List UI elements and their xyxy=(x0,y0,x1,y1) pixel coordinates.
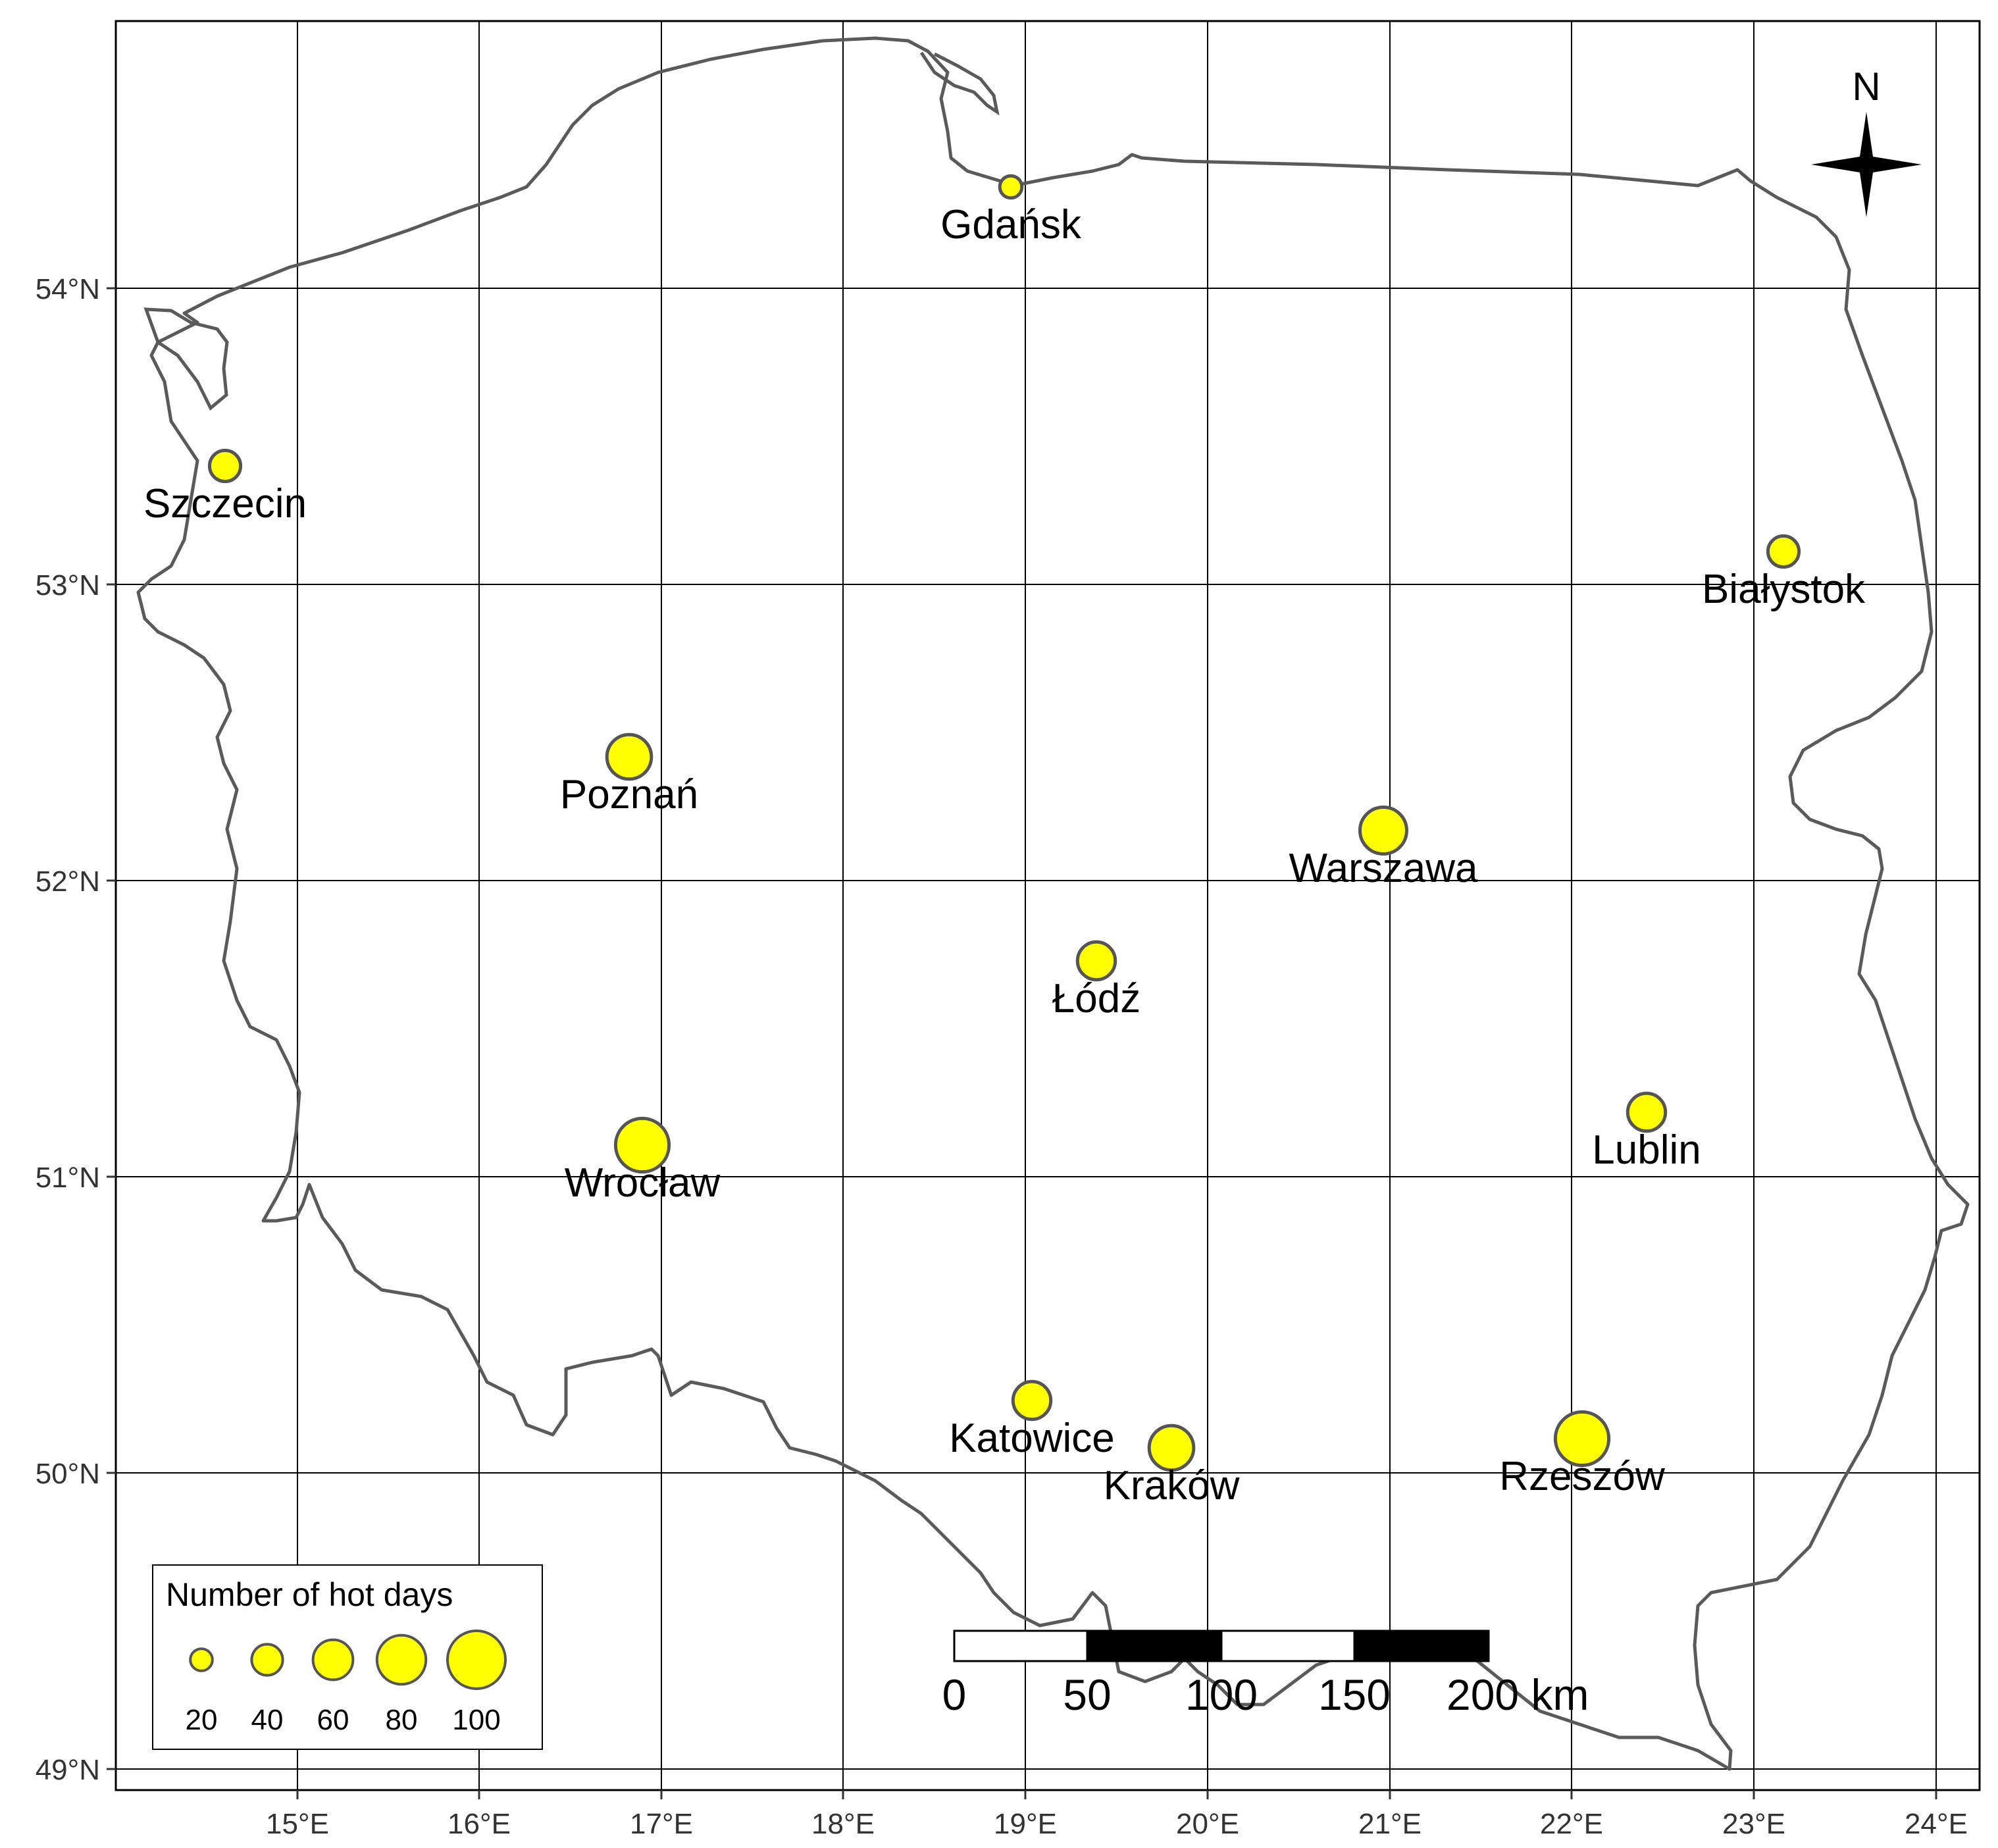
city-point xyxy=(605,732,653,781)
city-label: Rzeszów xyxy=(1499,1454,1665,1499)
legend-symbol xyxy=(189,1647,214,1672)
grid-horizontal xyxy=(116,288,1980,1770)
scale-bar: 0 50 100 150 200 km xyxy=(942,1630,1589,1719)
x-tick-label: 24°E xyxy=(1905,1808,1968,1840)
hel-peninsula xyxy=(919,51,1000,116)
legend-symbol xyxy=(375,1633,428,1686)
legend-label: 80 xyxy=(386,1704,418,1736)
north-arrow: N xyxy=(1811,64,1922,217)
x-axis-ticks: 15°E 16°E 17°E 18°E 19°E 20°E 21°E 22°E 23°E 24°E xyxy=(266,1790,1968,1840)
city-point xyxy=(998,174,1024,200)
city-label: Poznań xyxy=(560,772,698,817)
city-point xyxy=(613,1116,671,1174)
city-points: Gdańsk Szczecin Białystok Poznań Warszawa Łód… xyxy=(143,174,1866,1508)
city-point xyxy=(1553,1410,1611,1468)
city-point xyxy=(1358,806,1408,856)
legend-label: 60 xyxy=(317,1704,349,1736)
y-tick-label: 49°N xyxy=(36,1754,100,1786)
x-tick-label: 17°E xyxy=(630,1808,693,1840)
legend-label: 20 xyxy=(186,1704,218,1736)
city-label: Lublin xyxy=(1592,1127,1701,1173)
city-point xyxy=(1626,1091,1668,1133)
north-arrow-star xyxy=(1811,112,1922,217)
y-axis-ticks: 54°N 53°N 52°N 51°N 50°N 49°N xyxy=(36,273,116,1786)
x-tick-label: 20°E xyxy=(1176,1808,1239,1840)
scale-seg-1 xyxy=(953,1630,1089,1662)
city-label: Szczecin xyxy=(143,481,307,526)
city-point xyxy=(1766,534,1801,569)
legend-symbol xyxy=(446,1630,507,1690)
city-label: Gdańsk xyxy=(940,202,1082,247)
x-tick-label: 15°E xyxy=(266,1808,329,1840)
x-tick-label: 18°E xyxy=(811,1808,875,1840)
y-tick-label: 51°N xyxy=(36,1162,100,1194)
coast-detail-west xyxy=(143,307,229,411)
city-label: Białystok xyxy=(1702,567,1866,612)
legend-symbol xyxy=(250,1643,284,1677)
x-tick-label: 19°E xyxy=(994,1808,1057,1840)
legend-label: 40 xyxy=(251,1704,284,1736)
city-point xyxy=(1075,940,1117,982)
city-label: Wrocław xyxy=(565,1160,721,1206)
city-label: Łódź xyxy=(1052,976,1140,1021)
scale-label-50: 50 xyxy=(1063,1670,1111,1719)
x-tick-label: 21°E xyxy=(1358,1808,1422,1840)
scale-label-100: 100 xyxy=(1185,1670,1258,1719)
north-label: N xyxy=(1852,64,1880,109)
city-point xyxy=(1011,1379,1053,1422)
scale-seg-4 xyxy=(1353,1630,1490,1662)
y-tick-label: 52°N xyxy=(36,865,100,898)
scale-seg-3 xyxy=(1220,1630,1356,1662)
city-point xyxy=(1147,1424,1196,1472)
city-point xyxy=(207,448,243,484)
x-tick-label: 22°E xyxy=(1540,1808,1603,1840)
legend-symbol xyxy=(311,1638,355,1681)
legend: Number of hot days 20 40 60 80 100 xyxy=(152,1564,543,1750)
y-tick-label: 53°N xyxy=(36,569,100,602)
poland-border xyxy=(136,36,1970,1771)
grid-vertical xyxy=(297,21,1937,1790)
map-panel xyxy=(115,20,1981,1791)
scale-label-200km: 200 km xyxy=(1447,1670,1589,1719)
city-label: Katowice xyxy=(949,1416,1115,1461)
legend-items: 20 40 60 80 100 xyxy=(186,1630,507,1736)
x-tick-label: 16°E xyxy=(448,1808,511,1840)
scale-label-0: 0 xyxy=(942,1670,967,1719)
scale-label-150: 150 xyxy=(1318,1670,1391,1719)
city-label: Kraków xyxy=(1104,1463,1240,1508)
y-tick-label: 50°N xyxy=(36,1458,100,1490)
city-label: Warszawa xyxy=(1289,846,1478,891)
legend-label: 100 xyxy=(452,1704,500,1736)
legend-title: Number of hot days xyxy=(166,1576,453,1613)
y-tick-label: 54°N xyxy=(36,273,100,305)
scale-seg-2 xyxy=(1086,1630,1223,1662)
x-tick-label: 23°E xyxy=(1722,1808,1785,1840)
